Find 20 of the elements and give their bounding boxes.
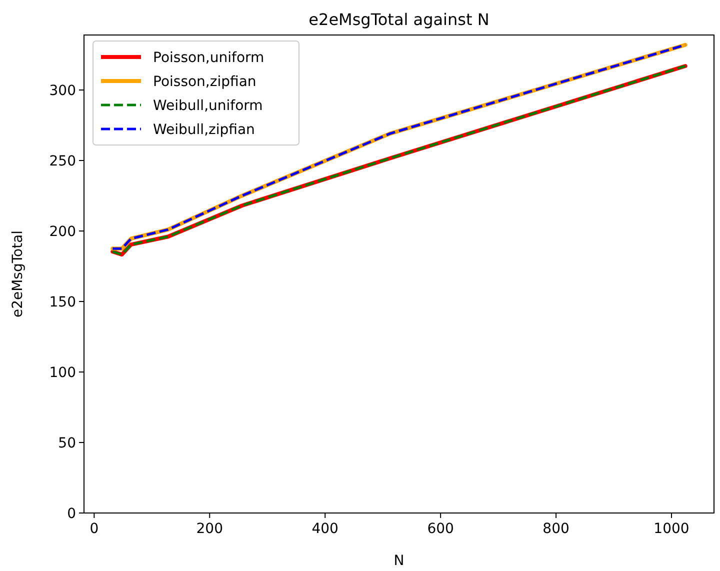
x-tick-label: 600 — [427, 521, 454, 537]
y-tick-label: 100 — [49, 364, 76, 381]
legend-label: Weibull,zipfian — [153, 122, 255, 138]
x-tick-label: 1000 — [654, 521, 690, 537]
x-tick-label: 400 — [312, 521, 338, 537]
legend-label: Poisson,zipfian — [153, 74, 256, 90]
x-tick-label: 800 — [542, 521, 570, 537]
x-axis-title: N — [394, 553, 404, 569]
y-tick-label: 200 — [49, 224, 76, 240]
legend-label: Poisson,uniform — [153, 50, 264, 66]
x-tick-label: 200 — [196, 521, 223, 537]
y-tick-label: 150 — [49, 294, 76, 310]
legend-label: Weibull,uniform — [153, 98, 263, 114]
y-axis-title: e2eMsgTotal — [10, 230, 26, 318]
y-tick-label: 50 — [58, 435, 76, 452]
y-tick-label: 250 — [49, 153, 76, 170]
chart-title: e2eMsgTotal against N — [308, 10, 490, 29]
x-tick-label: 0 — [90, 521, 99, 537]
y-tick-label: 300 — [49, 82, 76, 99]
y-tick-label: 0 — [67, 506, 76, 522]
